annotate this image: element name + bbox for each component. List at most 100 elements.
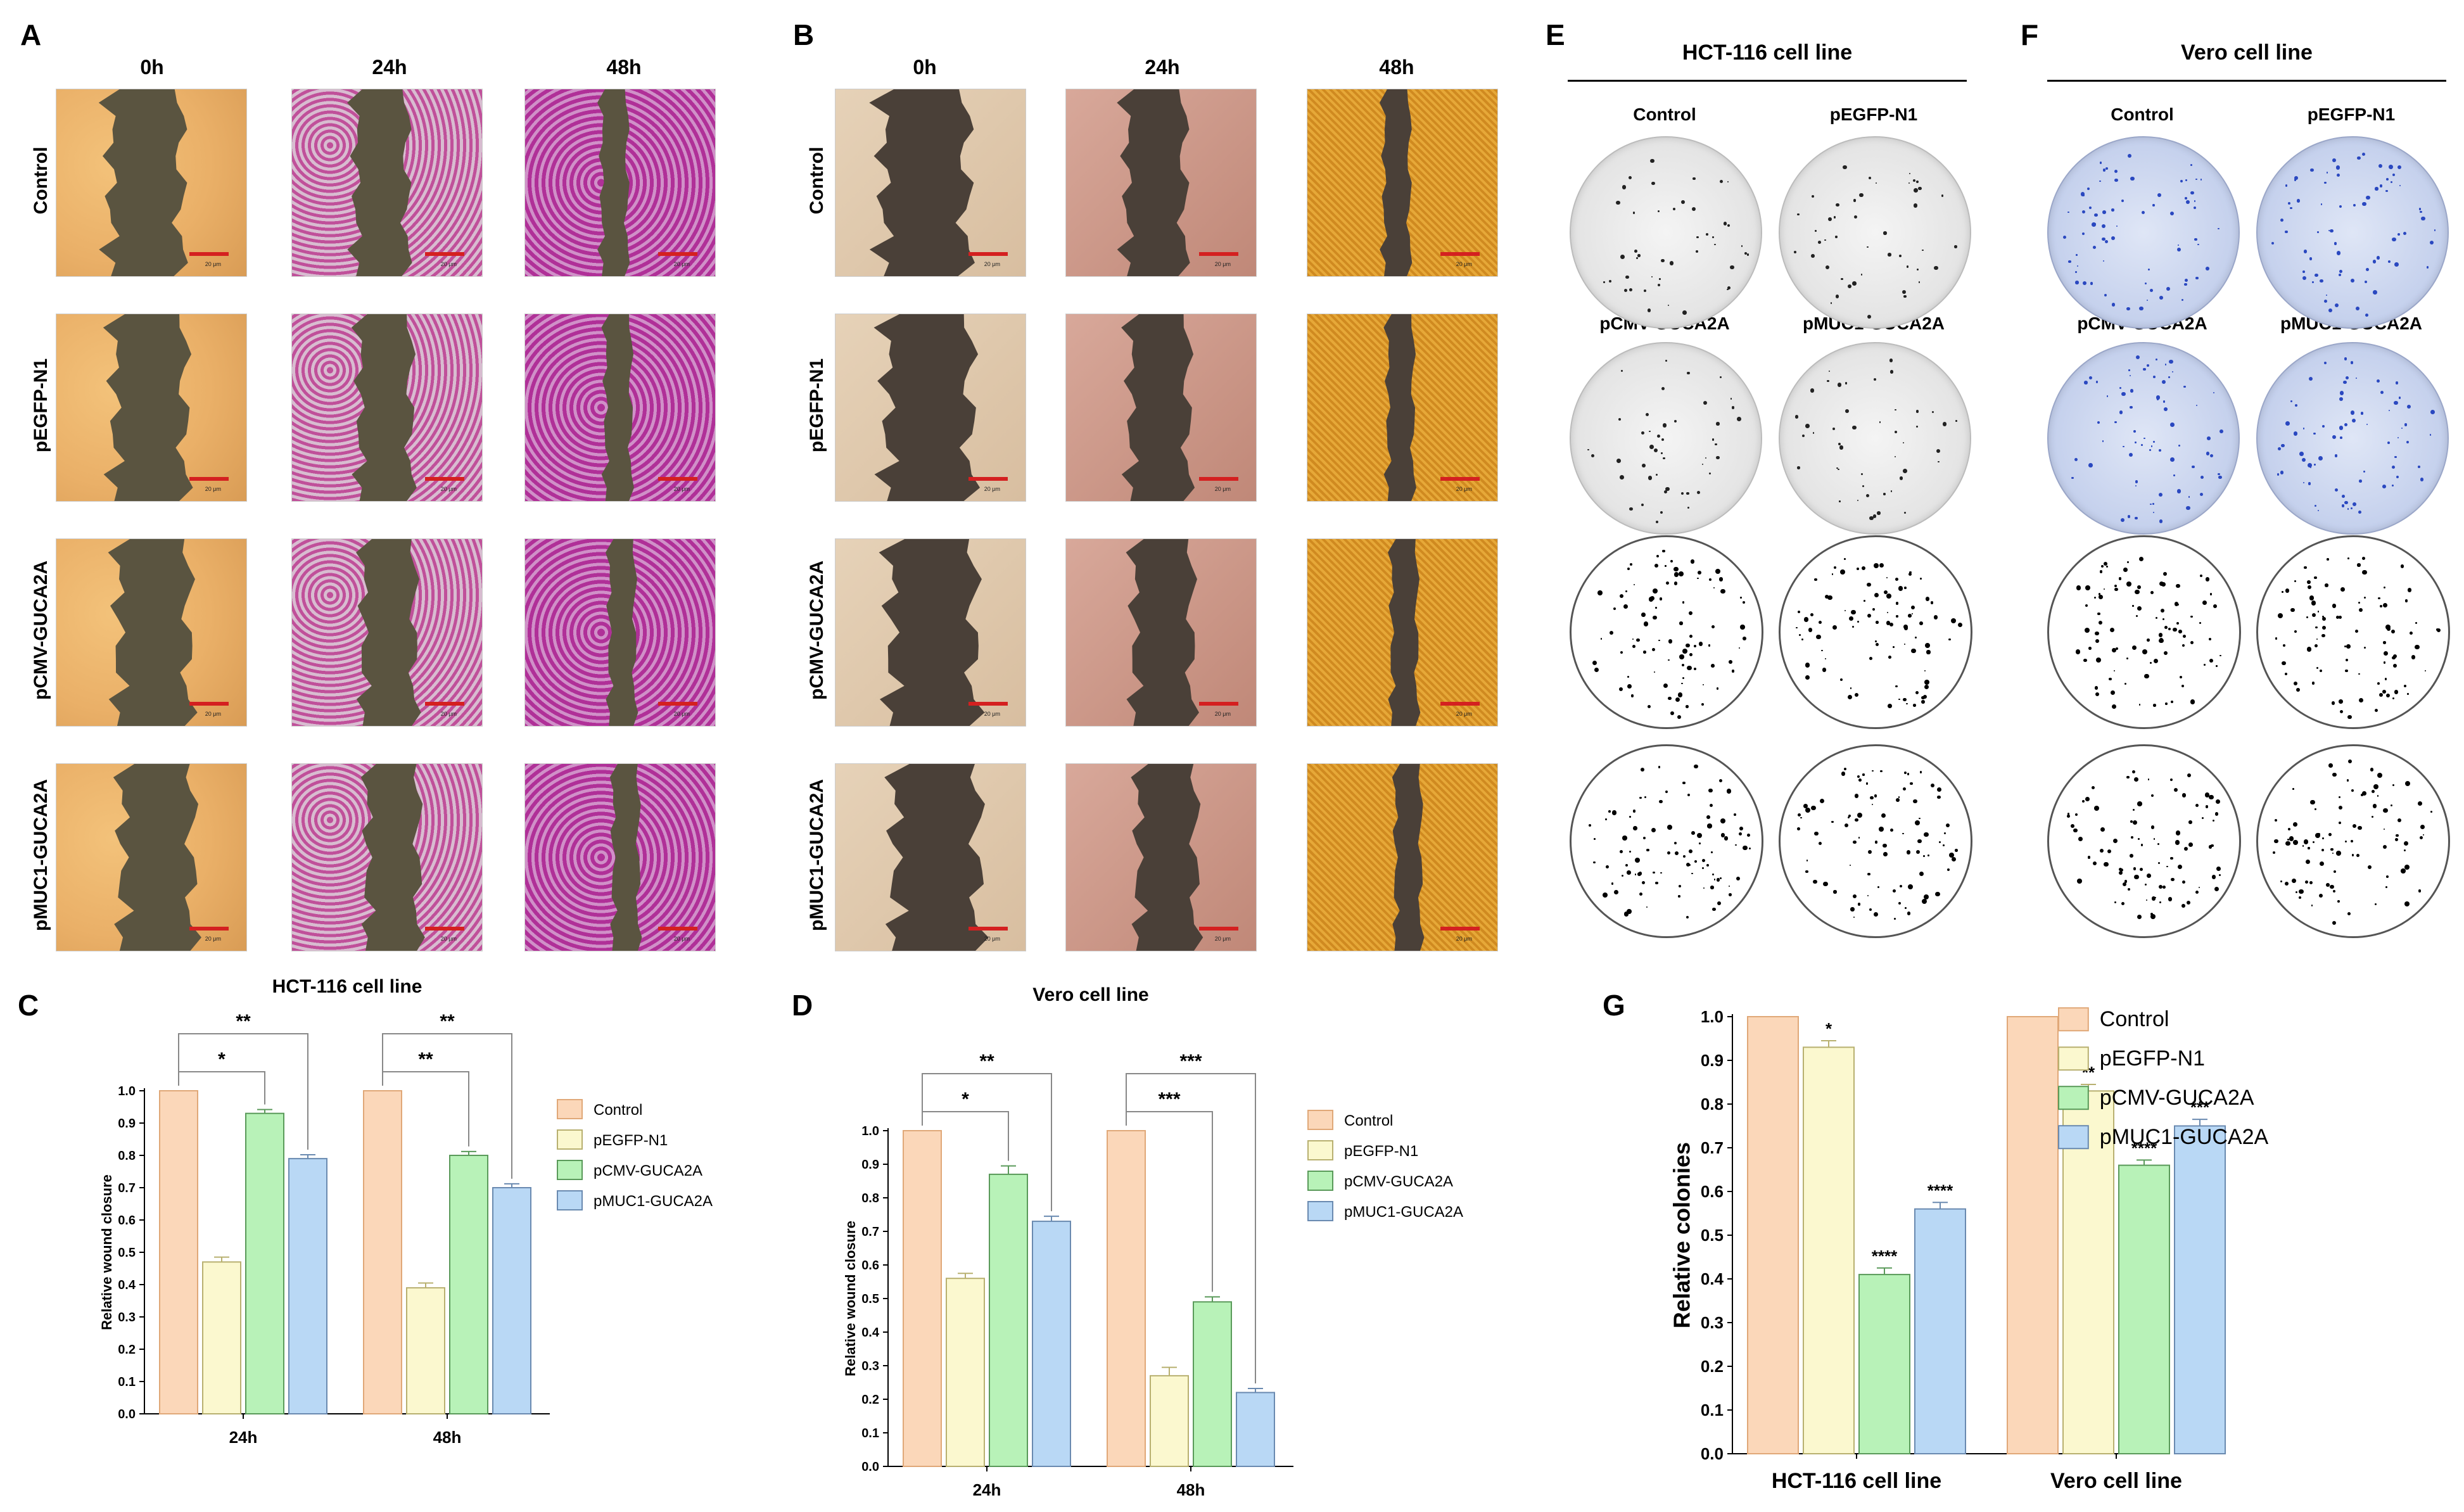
bracket-label: **: [979, 1051, 994, 1072]
colony-dot: [1594, 838, 1596, 840]
colony-dot: [1608, 810, 1611, 813]
colony-dot: [2152, 896, 2156, 901]
colony-dot: [1857, 568, 1860, 570]
colony-dot: [2409, 631, 2413, 635]
colony-dot: [2362, 201, 2366, 206]
colony-dot: [1660, 258, 1665, 263]
colony-dot: [2159, 519, 2163, 523]
colony-dot: [2365, 280, 2368, 283]
colony-dot: [1900, 885, 1903, 888]
colony-dot: [2403, 841, 2408, 846]
colony-dot: [1664, 490, 1668, 493]
colony-dot: [2307, 580, 2311, 584]
colony-dot: [2200, 179, 2202, 181]
colony-dot: [2211, 844, 2214, 848]
colony-dot: [2090, 282, 2093, 285]
colony-dot: [2174, 602, 2178, 606]
colony-dot: [2347, 557, 2349, 559]
colony-dot: [1600, 638, 1603, 640]
colony-dot: [2159, 492, 2163, 497]
colony-dot: [1908, 572, 1912, 576]
panel-e-title: HCT-116 cell line: [1682, 41, 1853, 65]
colony-dot: [1827, 379, 1830, 383]
colony-dot: [1827, 595, 1832, 600]
colony-dot: [2204, 664, 2206, 666]
colony-dot: [2362, 791, 2367, 796]
significance-label: ****: [2131, 1138, 2157, 1157]
colony-dot: [1941, 194, 1944, 197]
colony-dot: [2183, 635, 2187, 638]
panel-label-c: C: [18, 989, 39, 1022]
colony-dot: [2341, 504, 2345, 507]
colony-dot: [1651, 827, 1656, 833]
colony-dot: [2289, 836, 2294, 841]
legend-label-control: Control: [1344, 1112, 1393, 1129]
colony-dot: [2383, 844, 2387, 849]
colony-dot: [2301, 457, 2306, 462]
wound-gap: [108, 539, 198, 726]
colony-dot: [2194, 200, 2196, 202]
colony-dot: [1922, 249, 1924, 251]
colony-dot: [1862, 485, 1865, 488]
colony-dot: [2332, 604, 2337, 609]
colony-dot: [2114, 901, 2116, 903]
colony-dot: [1633, 826, 1637, 830]
colony-dot: [2385, 693, 2390, 698]
colony-dot: [1895, 685, 1898, 688]
significance-bracket: [922, 1073, 1052, 1212]
colony-dot: [1906, 850, 1911, 854]
colony-dot: [1615, 200, 1620, 205]
chart-c-wound-closure-hct116: 0.0 0.1 0.2 0.3 0.4 0.5 0.6 0.7 0.8 0.9 1.0 Relativ…: [99, 976, 713, 1447]
wound-gap: [1126, 539, 1200, 726]
colony-dot: [2392, 173, 2395, 176]
colony-dot: [1919, 771, 1922, 773]
colony-dot: [1797, 827, 1800, 830]
panel-e-title-underline: [1568, 80, 1967, 82]
row-label-pcmv-guca2a: pCMV-GUCA2A: [806, 560, 827, 700]
colony-dot: [2183, 847, 2188, 851]
colony-dot: [1637, 872, 1641, 877]
colony-dot: [1622, 835, 1628, 841]
colony-dot: [2176, 621, 2180, 625]
colony-dot: [2093, 245, 2097, 249]
colony-dot: [1872, 607, 1875, 611]
colony-dot: [2092, 222, 2096, 227]
colony-dot: [1625, 276, 1629, 279]
colony-dot: [1913, 799, 1917, 803]
colony-dot: [1904, 587, 1907, 589]
colony-dot: [1666, 581, 1670, 585]
colony-dot: [1738, 647, 1740, 649]
colony-dot: [2373, 784, 2378, 789]
colony-dot: [1812, 432, 1814, 434]
colony-dot: [2092, 861, 2097, 866]
colony-dot: [1873, 912, 1878, 917]
colony-dot: [2137, 914, 2142, 919]
colony-dot: [2088, 376, 2092, 379]
colony-dot: [2288, 828, 2291, 831]
colony-dot: [1653, 671, 1655, 673]
significance-label: *: [1826, 1019, 1832, 1038]
wound-gap: [884, 764, 989, 951]
colony-dot: [2128, 369, 2130, 371]
colony-dot: [2339, 426, 2344, 430]
colony-dot: [2314, 644, 2318, 647]
colony-dot: [2188, 496, 2190, 498]
colony-dot: [1711, 236, 1714, 239]
colony-dot: [2274, 819, 2278, 822]
colony-dot: [1844, 557, 1846, 560]
colony-dot: [2391, 804, 2393, 807]
colony-dot: [1621, 874, 1624, 877]
colony-dot: [2075, 813, 2078, 816]
colony-dot: [2073, 828, 2078, 833]
colony-dot: [1717, 878, 1720, 882]
bar-control-0: [159, 1090, 198, 1414]
colony-dot: [2145, 282, 2147, 285]
colony-dot: [1833, 890, 1837, 894]
colony-dot: [1643, 621, 1649, 626]
colony-dot: [2361, 569, 2367, 575]
colony-dot: [2098, 621, 2102, 625]
colony-dot: [2114, 587, 2119, 592]
colony-dot: [2314, 463, 2316, 466]
colony-dot: [1742, 600, 1746, 604]
colony-dot: [1587, 449, 1589, 451]
